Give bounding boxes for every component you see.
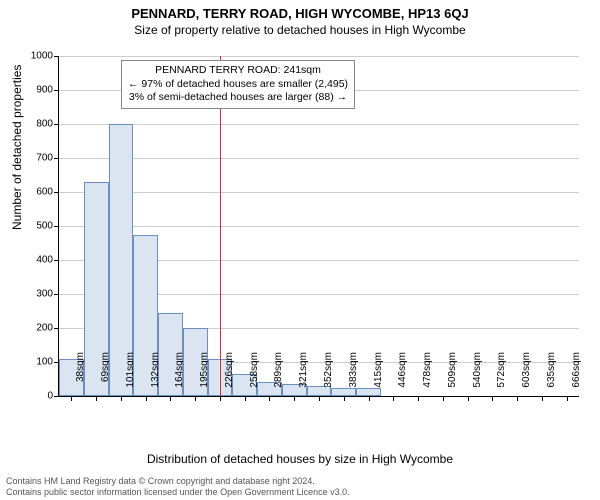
xtick-mark — [567, 396, 568, 401]
xtick-label: 509sqm — [447, 352, 458, 402]
xtick-mark — [443, 396, 444, 401]
xtick-label: 415sqm — [373, 352, 384, 402]
annotation-line: ← 97% of detached houses are smaller (2,… — [128, 78, 348, 92]
ytick-mark — [54, 90, 59, 91]
ytick-mark — [54, 158, 59, 159]
chart-title: PENNARD, TERRY ROAD, HIGH WYCOMBE, HP13 … — [0, 0, 600, 21]
xtick-mark — [195, 396, 196, 401]
ytick-label: 600 — [13, 187, 53, 198]
footer-line-2: Contains public sector information licen… — [6, 487, 350, 498]
xtick-label: 635sqm — [546, 352, 557, 402]
xtick-mark — [170, 396, 171, 401]
xtick-label: 666sqm — [571, 352, 582, 402]
xtick-mark — [319, 396, 320, 401]
xtick-mark — [344, 396, 345, 401]
annotation-box: PENNARD TERRY ROAD: 241sqm← 97% of detac… — [121, 60, 355, 109]
ytick-label: 400 — [13, 255, 53, 266]
xtick-mark — [245, 396, 246, 401]
xtick-mark — [121, 396, 122, 401]
xtick-mark — [71, 396, 72, 401]
ytick-mark — [54, 226, 59, 227]
ytick-label: 500 — [13, 221, 53, 232]
xtick-label: 572sqm — [496, 352, 507, 402]
gridline — [59, 56, 579, 57]
xtick-mark — [369, 396, 370, 401]
ytick-mark — [54, 192, 59, 193]
gridline — [59, 158, 579, 159]
xtick-mark — [542, 396, 543, 401]
xtick-mark — [294, 396, 295, 401]
xtick-mark — [269, 396, 270, 401]
footer-line-1: Contains HM Land Registry data © Crown c… — [6, 476, 350, 487]
ytick-label: 200 — [13, 323, 53, 334]
ytick-label: 300 — [13, 289, 53, 300]
xtick-label: 446sqm — [397, 352, 408, 402]
chart-area: 0100200300400500600700800900100038sqm69s… — [58, 56, 578, 416]
xtick-mark — [96, 396, 97, 401]
ytick-label: 900 — [13, 85, 53, 96]
ytick-label: 0 — [13, 391, 53, 402]
ytick-mark — [54, 294, 59, 295]
annotation-line: 3% of semi-detached houses are larger (8… — [128, 91, 348, 105]
gridline — [59, 192, 579, 193]
ytick-label: 800 — [13, 119, 53, 130]
annotation-line: PENNARD TERRY ROAD: 241sqm — [128, 64, 348, 78]
xtick-mark — [468, 396, 469, 401]
gridline — [59, 226, 579, 227]
ytick-mark — [54, 124, 59, 125]
ytick-mark — [54, 56, 59, 57]
ytick-label: 1000 — [13, 51, 53, 62]
x-axis-label: Distribution of detached houses by size … — [0, 452, 600, 466]
ytick-mark — [54, 396, 59, 397]
xtick-mark — [393, 396, 394, 401]
xtick-mark — [517, 396, 518, 401]
ytick-mark — [54, 260, 59, 261]
chart-subtitle: Size of property relative to detached ho… — [0, 21, 600, 37]
xtick-mark — [492, 396, 493, 401]
xtick-label: 603sqm — [521, 352, 532, 402]
gridline — [59, 124, 579, 125]
xtick-mark — [418, 396, 419, 401]
plot-region: 0100200300400500600700800900100038sqm69s… — [58, 56, 579, 397]
xtick-label: 478sqm — [422, 352, 433, 402]
xtick-mark — [220, 396, 221, 401]
footer-attribution: Contains HM Land Registry data © Crown c… — [6, 476, 350, 498]
xtick-label: 540sqm — [472, 352, 483, 402]
ytick-label: 100 — [13, 357, 53, 368]
ytick-mark — [54, 328, 59, 329]
ytick-label: 700 — [13, 153, 53, 164]
xtick-mark — [146, 396, 147, 401]
